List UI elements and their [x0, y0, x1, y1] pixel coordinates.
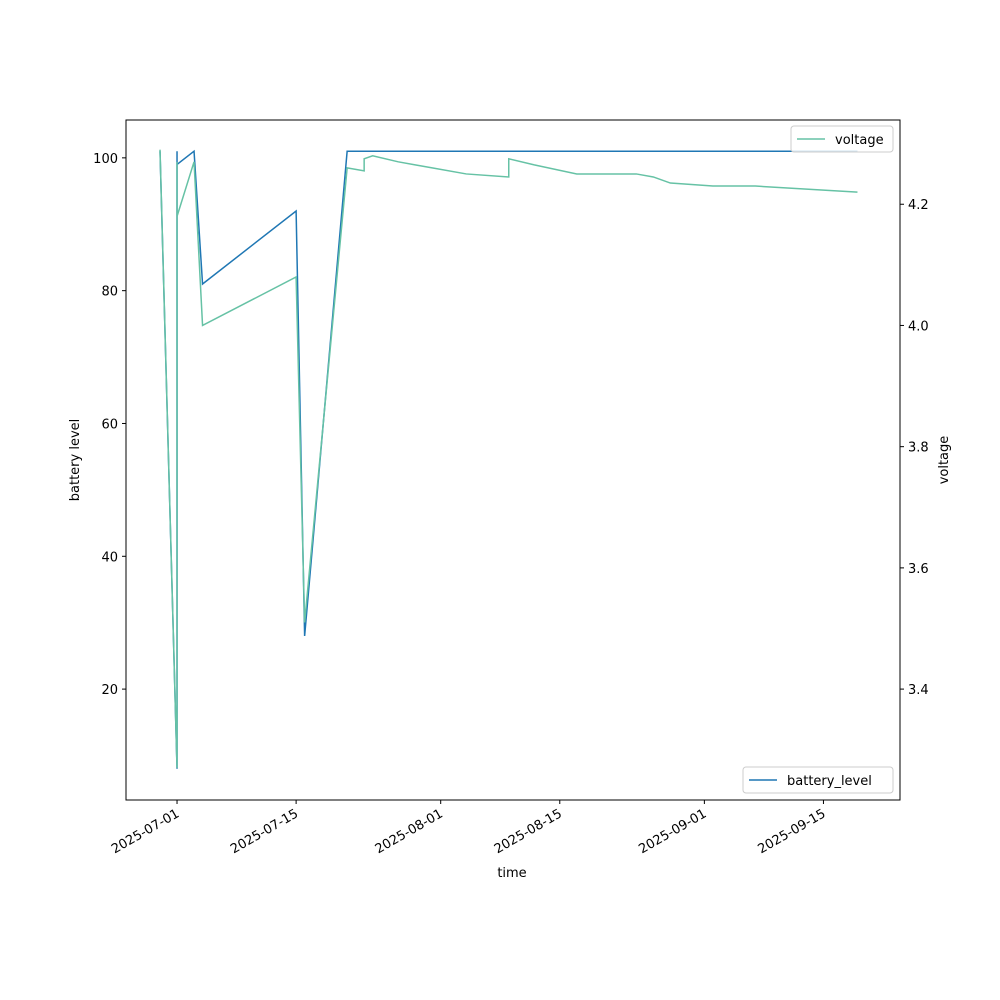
y2-tick-label: 3.6	[908, 562, 929, 577]
x-tick-label: 2025-08-15	[492, 806, 565, 857]
x-tick-label: 2025-09-01	[636, 806, 709, 857]
y-tick-label: 20	[101, 683, 118, 698]
y2-tick-label: 4.2	[908, 198, 929, 213]
x-axis-label: time	[497, 866, 526, 881]
x-tick-label: 2025-08-01	[373, 806, 446, 857]
y2-tick-label: 3.4	[908, 683, 929, 698]
legend-box	[742, 766, 894, 794]
y-tick-label: 40	[101, 550, 118, 565]
x-tick-label: 2025-07-01	[109, 806, 182, 857]
y-axis-label: battery level	[68, 419, 83, 502]
y-tick-label: 60	[101, 417, 118, 432]
line-series	[159, 149, 858, 769]
x-tick-label: 2025-09-15	[756, 806, 829, 857]
y2-axis-label: voltage	[937, 436, 952, 485]
legend-label: battery_level	[787, 774, 872, 789]
y2-tick-label: 3.8	[908, 441, 929, 456]
x-tick-label: 2025-07-15	[228, 806, 301, 857]
plot-frame	[125, 119, 901, 801]
y-tick-label: 80	[101, 285, 118, 300]
line-series	[159, 149, 858, 768]
legend-label: voltage	[835, 133, 884, 148]
legend-box	[790, 125, 894, 153]
y2-tick-label: 4.0	[908, 319, 929, 334]
y-tick-label: 100	[93, 152, 118, 167]
